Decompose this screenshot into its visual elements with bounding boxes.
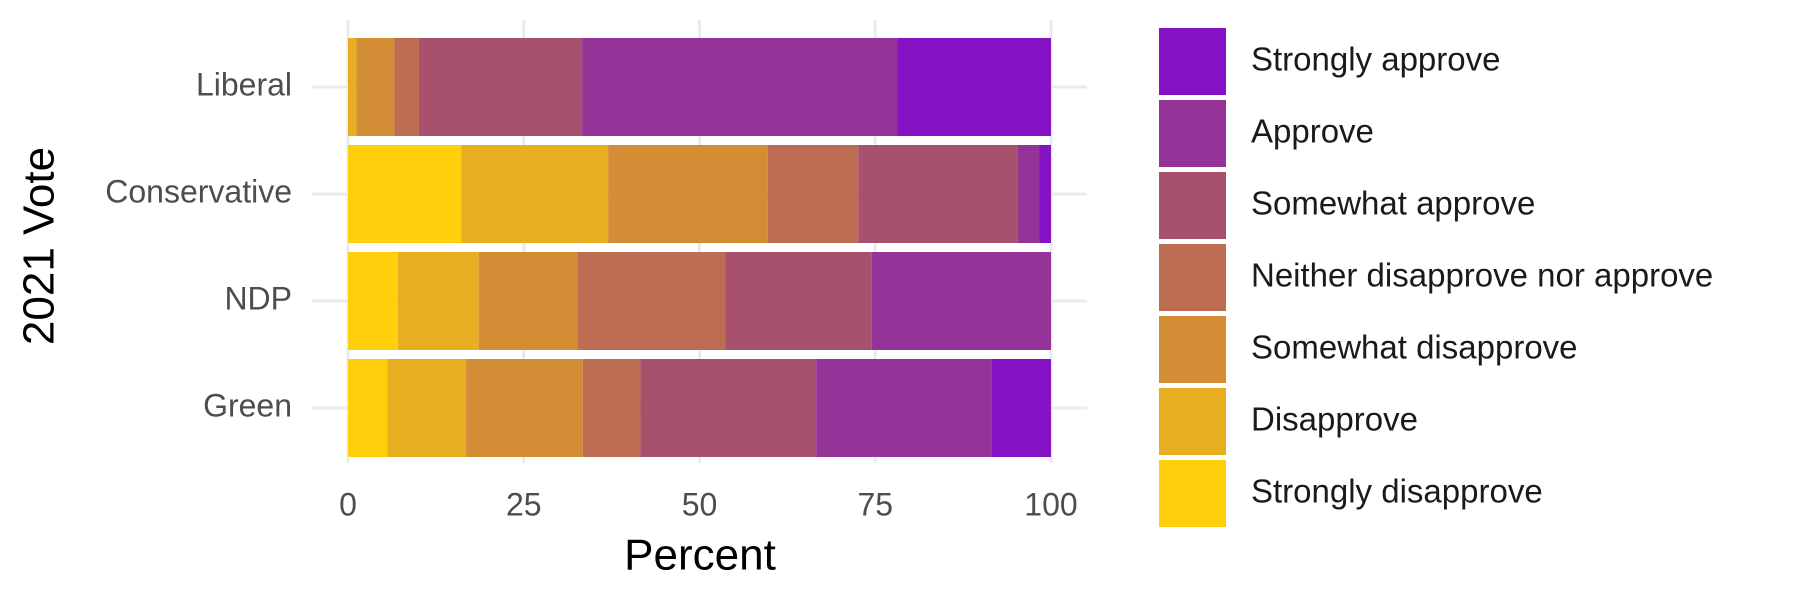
legend-key	[1159, 28, 1226, 95]
legend-key	[1159, 460, 1226, 527]
bar-segment	[640, 359, 817, 457]
bar-segment	[582, 359, 641, 457]
legend-label: Disapprove	[1251, 401, 1418, 438]
legend-label: Somewhat disapprove	[1251, 329, 1578, 366]
bar-segment	[767, 145, 859, 243]
legend-label: Approve	[1251, 113, 1374, 150]
bar-segment	[348, 38, 357, 136]
bar-segment	[725, 252, 872, 350]
bar-segment	[816, 359, 992, 457]
bar-segment	[348, 252, 398, 350]
bar-segment	[348, 145, 462, 243]
legend-label: Neither disapprove nor approve	[1251, 257, 1713, 294]
bar-segment	[897, 38, 1051, 136]
legend-key	[1159, 172, 1226, 239]
y-axis-title: 2021 Vote	[15, 147, 64, 345]
bar-segment	[577, 252, 726, 350]
legend-label: Strongly disapprove	[1251, 473, 1543, 510]
bar-segment	[466, 359, 583, 457]
bar-segment	[608, 145, 768, 243]
bar-segment	[858, 145, 1018, 243]
legend-key	[1159, 316, 1226, 383]
bar-segment	[478, 252, 578, 350]
legend-key	[1159, 244, 1226, 311]
x-tick-label: 0	[339, 486, 357, 522]
bar-segment	[1039, 145, 1051, 243]
y-tick-label: NDP	[224, 280, 292, 316]
x-axis-title: Percent	[624, 531, 776, 580]
legend-key	[1159, 388, 1226, 455]
bar-segment	[348, 359, 388, 457]
bar-segment	[394, 38, 420, 136]
legend-key	[1159, 100, 1226, 167]
bar-segment	[397, 252, 479, 350]
bar-segment	[419, 38, 583, 136]
y-tick-label: Green	[203, 387, 292, 423]
x-tick-label: 25	[506, 486, 542, 522]
x-tick-label: 100	[1024, 486, 1077, 522]
x-tick-label: 50	[682, 486, 718, 522]
legend-label: Somewhat approve	[1251, 185, 1535, 222]
bar-segment	[387, 359, 467, 457]
y-tick-label: Conservative	[105, 173, 292, 209]
bar-segment	[582, 38, 898, 136]
bar-segment	[461, 145, 609, 243]
bar-segment	[871, 252, 1051, 350]
bar-segment	[991, 359, 1051, 457]
bar-segment	[356, 38, 395, 136]
legend-label: Strongly approve	[1251, 41, 1500, 78]
y-tick-label: Liberal	[196, 66, 292, 102]
bar-segment	[1017, 145, 1040, 243]
x-tick-label: 75	[857, 486, 893, 522]
